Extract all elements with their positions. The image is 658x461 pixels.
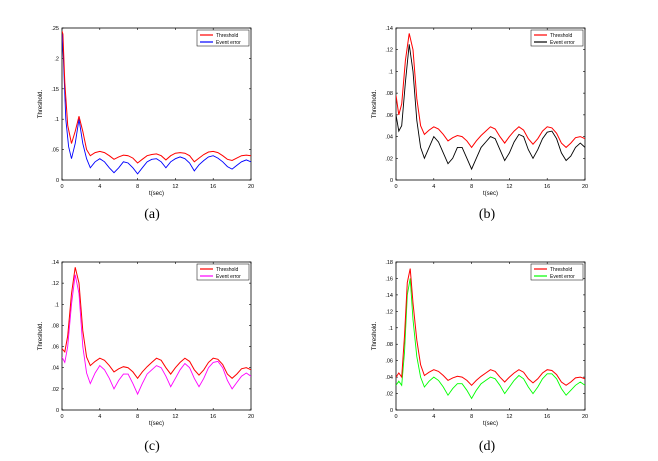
x-tick-label: 20: [248, 184, 254, 190]
x-tick-label: 12: [506, 414, 512, 420]
x-axis-label: t(sec): [149, 191, 164, 197]
y-axis-label: Threshold.: [38, 89, 44, 118]
legend-label: Event error: [550, 274, 575, 280]
plot-frame: [395, 261, 586, 411]
y-tick-label: .12: [385, 48, 393, 54]
x-tick-label: 20: [582, 414, 588, 420]
x-tick-label: 0: [60, 184, 63, 190]
y-tick-label: .14: [51, 260, 59, 266]
y-tick-label: .12: [51, 281, 59, 287]
x-tick-label: 12: [506, 184, 512, 190]
y-tick-label: .1: [54, 117, 59, 123]
chart-panel-2: 0 4 8 12 16 20 0 .02 .04 .06 .08 .1 .12 .14 t(sec) Thre…: [372, 26, 588, 222]
legend-label: Threshold: [550, 33, 572, 39]
y-tick-label: .08: [385, 342, 393, 348]
y-tick-label: .1: [388, 326, 393, 332]
x-tick-label: 16: [210, 414, 216, 420]
y-tick-label: .04: [51, 366, 59, 372]
x-tick-label: 20: [582, 184, 588, 190]
y-tick-label: 0: [56, 408, 59, 414]
y-tick-label: .06: [51, 345, 59, 351]
threshold-line: [396, 268, 585, 387]
x-tick-label: 20: [248, 414, 254, 420]
y-axis-label: Threshold.: [372, 321, 378, 350]
y-tick-label: 0: [390, 178, 393, 184]
event-error-line: [396, 44, 585, 171]
legend-label: Threshold: [216, 267, 238, 273]
legend-label: Threshold: [550, 267, 572, 273]
y-tick-label: 0: [56, 178, 59, 184]
legend-label: Event error: [216, 40, 241, 46]
y-tick-label: .02: [385, 392, 393, 398]
event-error-line: [396, 278, 585, 400]
threshold-line: [62, 30, 251, 164]
x-tick-label: 16: [210, 184, 216, 190]
x-tick-label: 0: [394, 414, 397, 420]
x-tick-label: 16: [544, 184, 550, 190]
event-error-line: [62, 34, 251, 175]
y-tick-label: 0: [390, 408, 393, 414]
y-tick-label: .12: [385, 309, 393, 315]
x-tick-label: 12: [172, 414, 178, 420]
legend-label: Event error: [550, 40, 575, 46]
x-tick-label: 12: [172, 184, 178, 190]
x-tick-label: 8: [470, 184, 473, 190]
y-tick-label: .16: [385, 276, 393, 282]
x-axis-label: t(sec): [149, 421, 164, 427]
plot-frame: [61, 261, 252, 411]
y-tick-label: .04: [385, 375, 393, 381]
y-tick-label: .05: [51, 148, 59, 154]
legend-label: Threshold: [216, 33, 238, 39]
threshold-line: [396, 33, 585, 149]
y-tick-label: .25: [51, 26, 59, 32]
y-tick-label: .02: [385, 156, 393, 162]
panel-caption: (b): [479, 207, 496, 222]
event-error-line: [62, 274, 251, 396]
legend-label: Event error: [216, 274, 241, 280]
y-tick-label: .14: [385, 293, 393, 299]
y-tick-label: .15: [51, 87, 59, 93]
chart-panel-4: 0 4 8 12 16 20 0 .02 .04 .06 .08 .1 .12 .14 .16 .18 t(se…: [372, 260, 588, 454]
chart-panel-1: 0 4 8 12 16 20 0 .05 .1 .15 .2 .25 t(sec) Threshold. T…: [38, 26, 254, 222]
x-tick-label: 0: [60, 414, 63, 420]
x-axis-label: t(sec): [483, 191, 498, 197]
x-tick-label: 8: [136, 414, 139, 420]
plot-frame: [395, 27, 586, 181]
y-tick-label: .08: [51, 323, 59, 329]
x-tick-label: 16: [544, 414, 550, 420]
y-axis-label: Threshold.: [372, 89, 378, 118]
x-axis-label: t(sec): [483, 421, 498, 427]
x-tick-label: 4: [98, 414, 101, 420]
x-tick-label: 4: [98, 184, 101, 190]
x-tick-label: 0: [394, 184, 397, 190]
y-tick-label: .1: [54, 302, 59, 308]
threshold-line: [62, 267, 251, 380]
y-tick-label: .04: [385, 135, 393, 141]
x-tick-label: 4: [432, 414, 435, 420]
y-tick-label: .14: [385, 26, 393, 32]
x-tick-label: 8: [136, 184, 139, 190]
y-tick-label: .2: [54, 56, 59, 62]
y-tick-label: .08: [385, 91, 393, 97]
x-tick-label: 4: [432, 184, 435, 190]
panel-caption: (c): [144, 439, 160, 454]
y-tick-label: .06: [385, 113, 393, 119]
y-tick-label: .18: [385, 260, 393, 266]
y-tick-label: .1: [388, 69, 393, 75]
x-tick-label: 8: [470, 414, 473, 420]
y-tick-label: .06: [385, 359, 393, 365]
y-tick-label: .02: [51, 387, 59, 393]
y-axis-label: Threshold.: [38, 321, 44, 350]
plot-frame: [61, 27, 252, 181]
panel-caption: (a): [144, 207, 160, 222]
chart-panel-3: 0 4 8 12 16 20 0 .02 .04 .06 .08 .1 .12 .14 t(sec) Thre…: [38, 260, 254, 454]
panel-caption: (d): [479, 439, 496, 454]
